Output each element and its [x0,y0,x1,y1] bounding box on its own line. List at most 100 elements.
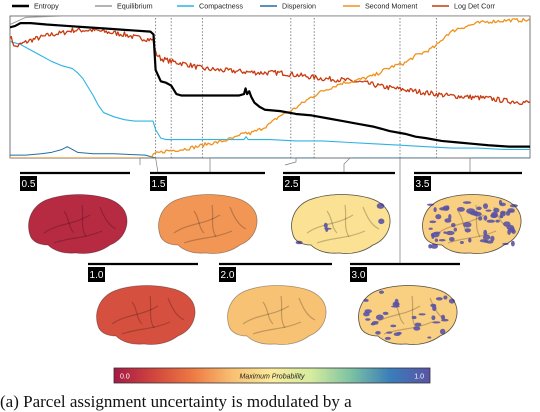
brain-sulcus [211,204,217,238]
brain-sulcus [81,204,87,238]
parcel-blob [502,242,509,245]
parcel-blob [483,215,488,221]
series-line-dispersion [10,146,530,158]
parcel-blob [429,220,437,224]
brain-sulcus [149,295,155,329]
brain-sulcus [167,297,185,321]
parcel-blob [486,219,495,223]
parcel-blob [411,315,417,320]
legend-label: Second Moment [365,2,417,11]
brain-sulcus [411,295,417,329]
series-line-compactness [10,41,530,151]
brain-sulcus [326,210,338,234]
stage-label: 3.0 [352,270,366,281]
parcel-blob [431,233,435,239]
brain-surface [28,194,128,254]
brain-surface [291,194,391,254]
brain-surface [358,285,458,345]
stage-label: 0.5 [22,179,36,190]
brain-panels: 0.5 1.5 2.5 3.5 1.0 2.0 3.0 [20,171,522,345]
connector-2.0 [284,157,297,166]
parcel-blob [482,234,491,240]
parcel-blob [441,318,449,322]
connector-1.5 [202,157,211,173]
brain-sulcus [63,210,75,234]
series-line-entropy [10,22,530,148]
parcel-blob [509,204,518,208]
parcel-blob [451,223,456,228]
brain-sulcus [43,214,91,234]
parcel-blob [392,301,400,307]
connector-lines [139,157,471,264]
series-line-equilibrium [10,16,530,25]
stage-label-box [20,176,37,191]
stage-label: 1.0 [90,270,104,281]
figure-caption: (a) Parcel assignment uncertainty is mod… [0,392,352,411]
brain-sulcus [111,305,159,325]
brain-panel-3.5: 3.5 [414,171,522,254]
parcel-blob [432,305,437,312]
brain-panel-1.5: 1.5 [150,171,265,254]
parcel-blob [483,203,488,209]
brain-panel-0.5: 0.5 [20,171,130,254]
parcel-blob [511,229,516,234]
parcel-blob [418,313,426,316]
series-line-log-det-corr [10,27,530,105]
parcel-blob [430,243,438,249]
legend-item-compactness: Compactness [177,2,243,11]
parcel-blob [414,322,422,327]
legend-item-log-det-corr: Log Det Corr [432,2,496,11]
parcel-blob [376,203,385,209]
connector-1.0 [139,157,172,165]
legend-label: Log Det Corr [454,2,496,11]
parcel-blob [462,201,472,204]
parcel-blob [448,298,455,304]
parcel-blob [479,239,488,243]
stage-label-box [88,267,105,282]
parcel-blob [448,214,452,220]
legend-item-dispersion: Dispersion [260,2,316,11]
parcel-blob [499,212,506,217]
brain-sulcus [193,210,205,234]
parcel-blob [495,219,500,223]
brain-sulcus [229,206,247,230]
parcel-blob [323,222,328,228]
brain-hemisphere [358,285,458,345]
parcel-blob [386,331,393,334]
brain-hemisphere [158,194,258,254]
legend-item-second-moment: Second Moment [343,2,417,11]
parcel-blob [435,297,443,301]
brain-panel-2.5: 2.5 [283,171,395,254]
brain-outline [422,194,522,254]
parcel-blob [483,229,488,236]
parcel-blob [499,202,506,207]
parcel-blob [464,228,471,233]
brain-sulcus [298,297,316,321]
brain-sulcus [173,214,221,234]
parcel-blob [382,311,389,315]
parcel-blob [443,231,447,234]
parcel-blob [459,241,464,244]
stage-label-box [350,267,367,282]
parcel-blob [469,210,479,216]
stage-label-box [283,176,300,191]
legend-item-equilibrium: Equilibrium [95,2,153,11]
brain-panel-1.0: 1.0 [88,262,198,345]
colorbar-gradient [113,367,431,384]
parcel-blob [485,209,492,212]
parcel-blob [427,203,434,206]
parcel-blob [506,210,515,213]
parcel-blob [371,321,379,325]
brain-panel-2.0: 2.0 [219,262,332,345]
brain-hemisphere [291,194,391,254]
parcel-blob [324,227,332,230]
stage-label-box [414,176,431,191]
parcel-blob [499,215,504,219]
legend-label: Equilibrium [117,2,153,11]
brain-sulcus [475,204,481,238]
stage-label: 3.5 [416,179,430,190]
stage-label: 2.5 [285,179,299,190]
parcel-blob [463,221,472,228]
parcel-blob [434,238,438,242]
